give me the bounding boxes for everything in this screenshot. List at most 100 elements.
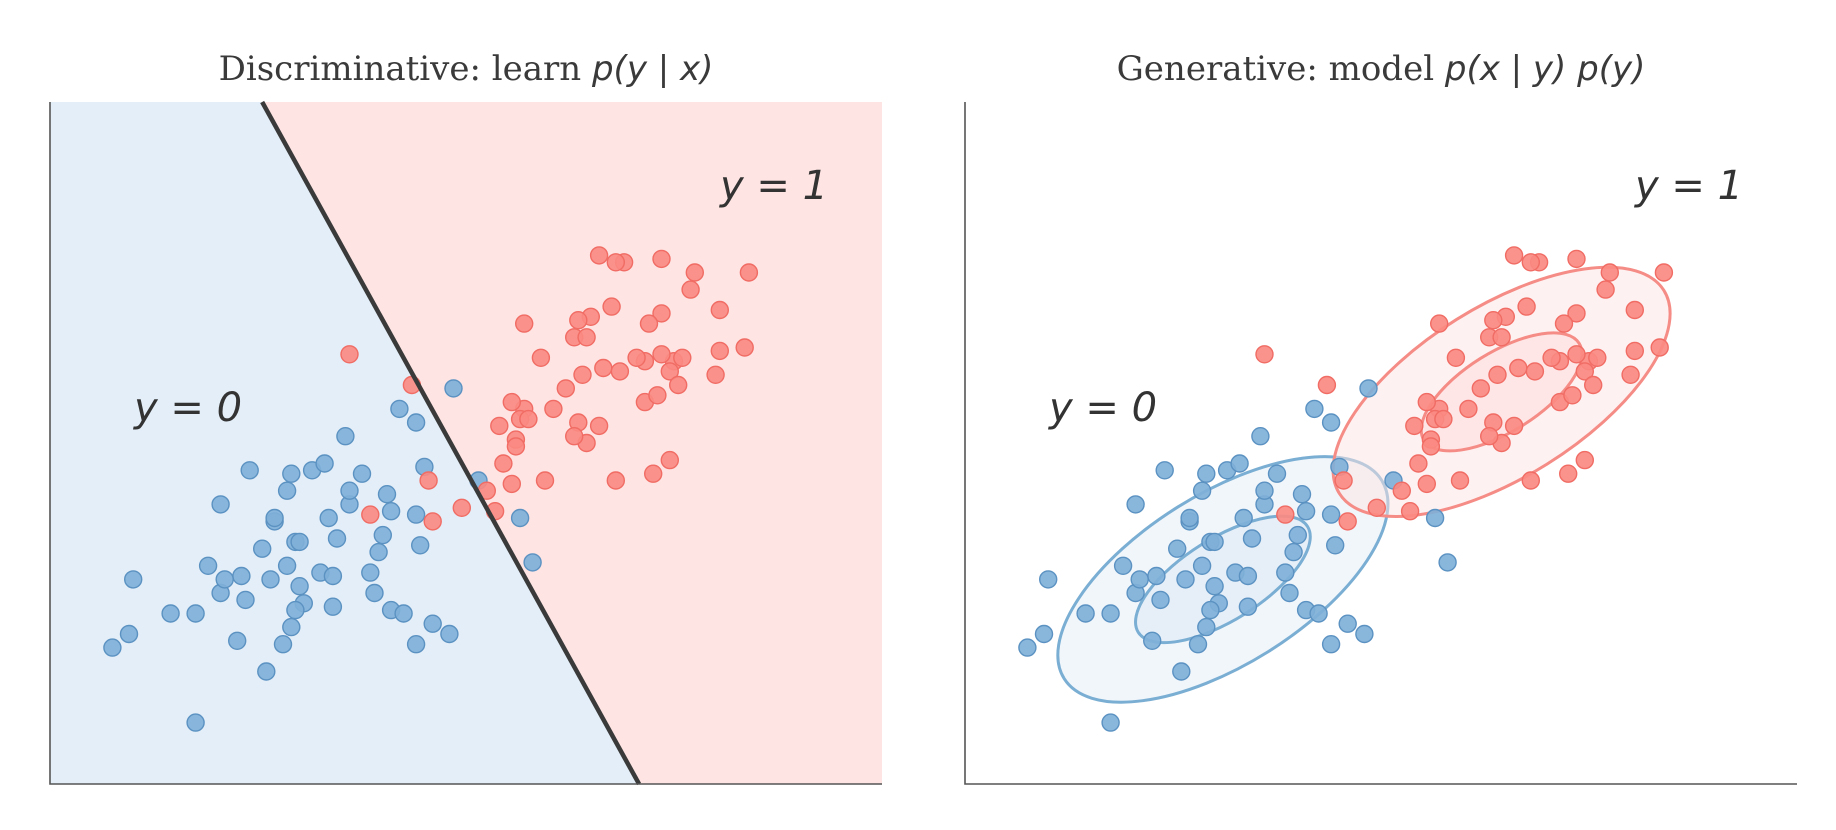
class-0-point — [1038, 570, 1058, 589]
class-0-point — [123, 570, 143, 589]
class-0-point — [1321, 505, 1341, 524]
class-0-point — [277, 481, 297, 500]
class-1-point — [735, 338, 754, 357]
left-axes — [49, 102, 882, 785]
class-0-point — [510, 508, 530, 528]
class-0-point — [1151, 590, 1170, 610]
class-0-point — [1205, 532, 1224, 552]
class-0-point — [1292, 485, 1312, 504]
class-1-point — [594, 358, 613, 378]
class-1-point — [361, 505, 380, 524]
class-1-point — [589, 416, 609, 436]
class-1-point — [1650, 338, 1669, 357]
class-0-point — [253, 539, 272, 558]
class-1-point — [1654, 263, 1674, 282]
class-0-point — [1197, 617, 1216, 637]
class-0-point — [1238, 597, 1258, 616]
class-0-point — [406, 635, 426, 654]
class-1-point — [710, 300, 729, 320]
class-0-point — [373, 525, 392, 545]
class-0-point — [1176, 570, 1195, 589]
class-1-point — [1459, 399, 1478, 419]
class-1-point — [1504, 246, 1524, 265]
class-0-point — [1167, 539, 1187, 558]
class-0-point — [444, 379, 463, 398]
class-1-point — [1517, 297, 1536, 316]
class-0-point — [1180, 508, 1199, 528]
right-class-0-label: y = 0 — [1048, 385, 1157, 431]
decision-boundary-line — [260, 100, 642, 786]
class-0-point — [186, 604, 205, 623]
class-1-point — [556, 379, 575, 398]
class-0-point — [1076, 604, 1095, 623]
class-1-point — [1484, 311, 1503, 330]
class-1-point — [652, 249, 671, 269]
class-1-point — [1621, 365, 1640, 384]
class-1-point — [1334, 471, 1353, 490]
right-axes — [964, 102, 1797, 785]
class-1-point — [706, 365, 725, 384]
class-1-point — [1429, 314, 1449, 333]
class-1-point — [573, 365, 592, 384]
class-0-point — [1172, 662, 1191, 681]
class-0-point — [1438, 553, 1457, 572]
left-title-text: Discriminative: learn — [219, 49, 592, 89]
class-1-point — [452, 498, 471, 517]
class-0-point — [1355, 624, 1374, 644]
class-0-point — [1251, 427, 1270, 446]
class-0-point — [277, 556, 297, 575]
left-scatter-points — [103, 246, 759, 732]
class-1-point — [606, 471, 625, 490]
class-1-point — [502, 474, 521, 494]
class-0-point — [240, 461, 259, 480]
class-0-point — [361, 563, 380, 582]
class-0-point — [340, 481, 359, 500]
class-1-point — [1400, 502, 1420, 521]
class-1-point — [660, 362, 679, 381]
class-0-point — [1321, 413, 1341, 432]
class-0-point — [1192, 481, 1212, 500]
class-0-point — [390, 399, 409, 419]
class-1-point — [423, 512, 442, 531]
class-0-point — [1305, 399, 1324, 419]
class-1-point — [610, 362, 630, 381]
class-0-point — [1321, 635, 1341, 654]
class-1-point — [648, 386, 667, 405]
class-0-point — [119, 624, 139, 644]
class-1-point — [1255, 345, 1274, 364]
class-0-point — [282, 617, 301, 637]
class-0-point — [1338, 614, 1357, 633]
class-0-point — [394, 604, 413, 623]
class-0-point — [1113, 556, 1133, 575]
class-1-point — [1276, 505, 1295, 524]
class-0-point — [319, 508, 338, 528]
class-0-point — [227, 631, 247, 650]
class-1-point — [1509, 358, 1528, 378]
class-1-point — [565, 427, 584, 446]
class-0-point — [1238, 566, 1258, 586]
class-1-point — [1554, 314, 1574, 333]
class-0-point — [1242, 529, 1262, 548]
class-1-point — [502, 392, 521, 412]
class-0-point — [369, 542, 388, 562]
class-1-point — [710, 341, 729, 361]
left-class-0-label: y = 0 — [133, 385, 242, 431]
discriminative-panel: Discriminative: learn p(y | x) y = 0 y =… — [49, 49, 882, 786]
class-0-point — [286, 600, 305, 620]
class-1-point — [1596, 280, 1615, 299]
right-class-1-label: y = 1 — [1634, 163, 1743, 209]
class-1-point — [1521, 253, 1541, 272]
class-0-point — [315, 454, 334, 473]
class-0-point — [1325, 536, 1345, 555]
class-1-point — [589, 246, 609, 265]
class-1-point — [1625, 300, 1645, 320]
class-0-point — [327, 529, 347, 548]
class-0-point — [440, 624, 459, 644]
class-1-point — [577, 328, 596, 347]
class-1-point — [627, 348, 646, 367]
class-1-point — [494, 454, 513, 473]
class-1-point — [652, 345, 671, 364]
gaussian-contours — [1056, 265, 1672, 704]
class-0-point — [1255, 481, 1274, 500]
class-0-point — [323, 597, 343, 616]
